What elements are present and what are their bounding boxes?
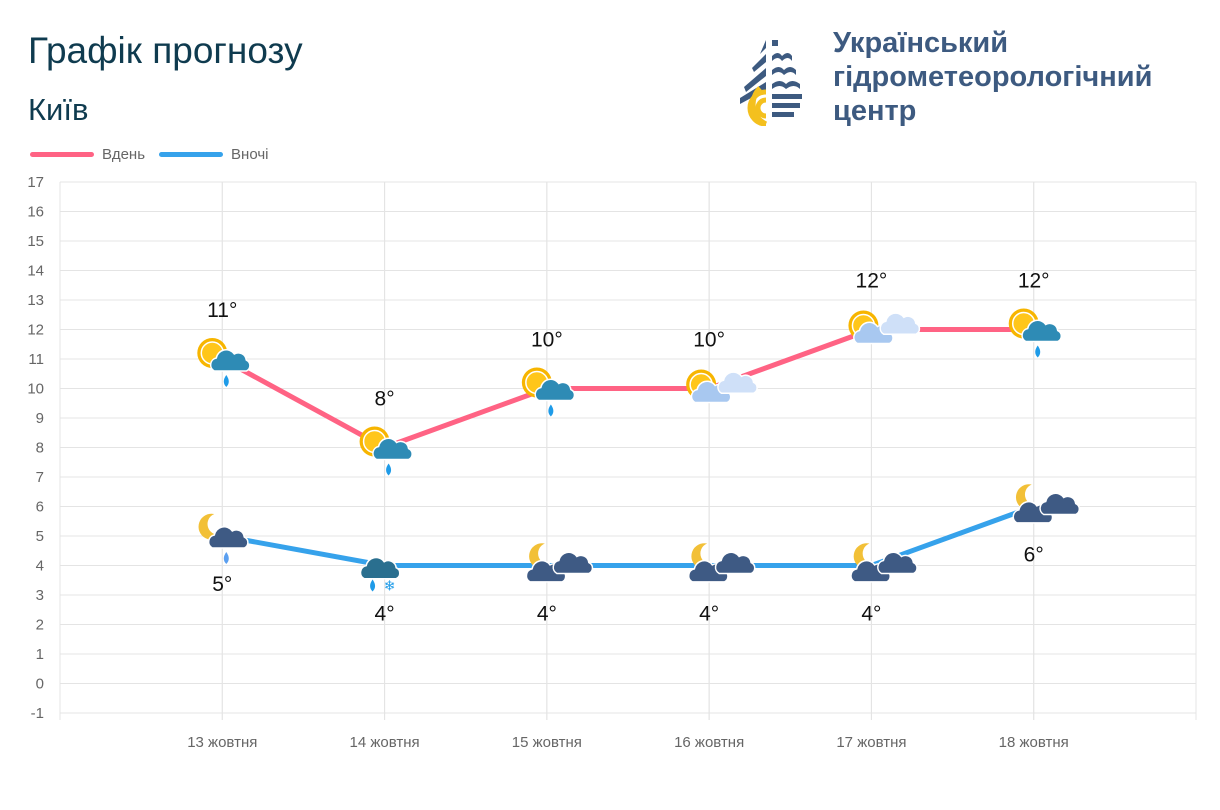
y-tick-label: 8 (36, 440, 44, 457)
cloud (207, 526, 249, 549)
sun-light-cloud-icon (686, 369, 758, 404)
moon-cloud-icon (850, 543, 918, 583)
logo-drop-icon (740, 40, 802, 126)
data-label: 12° (856, 270, 888, 293)
rain-drop-icon (223, 552, 229, 564)
x-tick-label: 18 жовтня (999, 734, 1069, 751)
org-line: гідрометеорологічний (833, 61, 1153, 93)
organization-name: Український гідрометеорологічний центр (833, 26, 1152, 128)
y-tick-label: 9 (36, 410, 44, 427)
data-label: 4° (537, 603, 557, 626)
cloud (879, 312, 921, 336)
moon-cloud-icon (688, 543, 756, 583)
y-tick-label: 14 (27, 263, 44, 280)
y-tick-label: 2 (36, 617, 44, 634)
sun-cloud-rain-icon (521, 367, 576, 417)
y-tick-label: 7 (36, 469, 44, 486)
y-tick-label: 0 (36, 676, 44, 693)
chart-legend: Вдень Вночі (30, 146, 268, 163)
legend-label-day[interactable]: Вдень (102, 146, 146, 163)
cloud (877, 551, 918, 575)
cloud (717, 371, 758, 395)
sun-light-cloud-icon (848, 310, 921, 345)
y-tick-label: 6 (36, 499, 44, 516)
sun-cloud-rain-icon (1008, 308, 1062, 358)
city-name: Київ (28, 92, 89, 127)
data-label: 12° (1018, 270, 1050, 293)
moon (198, 513, 223, 540)
page-title: Графік прогнозу (28, 30, 303, 71)
y-tick-label: 16 (27, 204, 44, 221)
x-tick-label: 15 жовтня (512, 734, 582, 751)
data-label: 4° (699, 603, 719, 626)
cloud-rain-snow-icon: ❄ (359, 556, 401, 594)
sun-cloud-rain-icon (197, 338, 251, 387)
rain-drop-icon (370, 579, 376, 592)
rain-drop-icon (223, 375, 229, 387)
y-tick-label: 3 (36, 587, 44, 604)
cloud (372, 437, 413, 461)
cloud (552, 551, 594, 575)
legend-label-night[interactable]: Вночі (231, 146, 269, 163)
cloud (1021, 319, 1062, 343)
data-label: 4° (375, 603, 395, 626)
y-tick-label: 10 (27, 381, 44, 398)
x-tick-label: 14 жовтня (349, 734, 419, 751)
legend-swatch-night[interactable] (159, 152, 224, 157)
x-tick-label: 17 жовтня (836, 734, 906, 751)
org-line: центр (833, 95, 917, 127)
data-label: 10° (693, 329, 725, 352)
y-tick-label: 13 (27, 292, 44, 309)
data-label: 10° (531, 329, 563, 352)
cloud (1039, 492, 1080, 516)
data-label: 6° (1024, 544, 1044, 567)
rain-drop-icon (386, 463, 392, 476)
y-tick-label: 4 (36, 558, 44, 575)
rain-drop-icon (1035, 345, 1041, 358)
x-tick-label: 13 жовтня (187, 734, 257, 751)
legend-swatch-day[interactable] (30, 152, 94, 157)
cloud (359, 556, 401, 580)
snowflake-icon: ❄ (384, 578, 396, 594)
y-tick-label: 12 (27, 322, 44, 339)
data-label: 4° (861, 603, 881, 626)
moon-cloud-icon (1012, 484, 1080, 524)
x-tick-label: 16 жовтня (674, 734, 744, 751)
cloud (714, 551, 756, 575)
data-label: 11° (207, 299, 237, 322)
y-tick-label: 11 (28, 351, 44, 368)
y-tick-label: 5 (36, 528, 44, 545)
y-tick-label: -1 (31, 705, 44, 722)
data-label: 8° (375, 388, 395, 411)
y-tick-label: 1 (36, 646, 44, 663)
rain-drop-icon (548, 404, 554, 417)
y-tick-label: 15 (27, 233, 44, 250)
moon-cloud-rain-icon (198, 513, 249, 564)
cloud (534, 378, 576, 402)
cloud (209, 349, 251, 372)
sun-cloud-rain-icon (359, 426, 413, 476)
moon-cloud-icon (525, 543, 594, 583)
org-line: Український (833, 27, 1009, 59)
y-tick-label: 17 (27, 174, 44, 191)
data-label: 5° (212, 573, 232, 596)
